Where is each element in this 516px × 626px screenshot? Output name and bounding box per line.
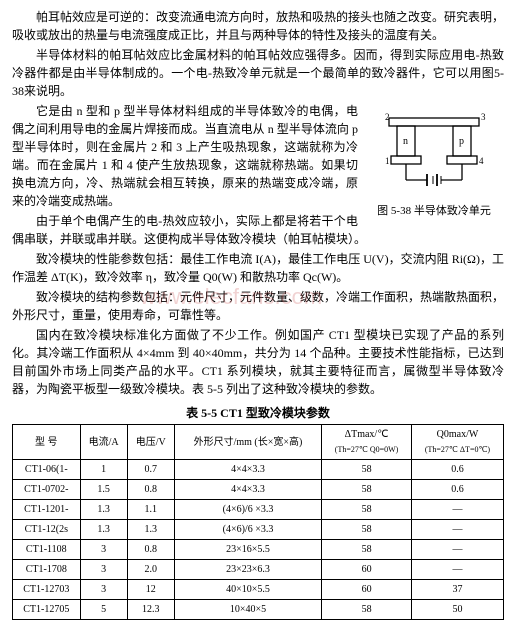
label-n: n	[403, 136, 408, 147]
paragraph-2: 半导体材料的帕耳帖效应比金属材料的帕耳帖效应强得多。因而，得到实际应用电-热致冷…	[12, 46, 504, 100]
label-p: p	[459, 136, 464, 147]
table-cell: 0.7	[127, 460, 174, 480]
table-cell: 4×4×3.3	[174, 460, 321, 480]
paragraph-7: 国内在致冷模块标准化方面做了不少工作。例如国产 CT1 型模块已实现了产品的系列…	[12, 326, 504, 398]
th-dt-main: ΔTmax/℃	[345, 429, 389, 440]
table-cell: 40×10×5.5	[174, 580, 321, 600]
table-cell: CT1-1108	[13, 540, 81, 560]
label-3: 3	[481, 112, 486, 122]
table-cell: 58	[322, 520, 412, 540]
table-cell: 3	[80, 580, 127, 600]
table-row: CT1-12(2s1.31.3(4×6)/6 ×3.358—	[13, 520, 504, 540]
table-cell: 10×40×5	[174, 600, 321, 620]
table-title: 表 5-5 CT1 型致冷模块参数	[12, 404, 504, 422]
table-cell: 12	[127, 580, 174, 600]
table-cell: 0.8	[127, 540, 174, 560]
table-row: CT1-1201-1.31.1(4×6)/6 ×3.358—	[13, 500, 504, 520]
table-cell: (4×6)/6 ×3.3	[174, 520, 321, 540]
th-dt-sub: (Th=27℃ Q0=0W)	[335, 445, 399, 454]
table-cell: 2.0	[127, 560, 174, 580]
table-row: CT1-06(1-10.74×4×3.3580.6	[13, 460, 504, 480]
table-cell: —	[411, 500, 503, 520]
table-cell: 37	[411, 580, 503, 600]
table-cell: 0.6	[411, 460, 503, 480]
label-4: 4	[479, 156, 484, 166]
th-model: 型 号	[13, 425, 81, 460]
parameter-table: 型 号 电流/A 电压/V 外形尺寸/mm (长×宽×高) ΔTmax/℃ (T…	[12, 424, 504, 620]
table-cell: CT1-0702-	[13, 480, 81, 500]
figure-5-38: 2 3 n p 1 4 图 5-38 半导体致冷单元	[364, 106, 504, 220]
table-cell: —	[411, 540, 503, 560]
table-cell: 1.3	[127, 520, 174, 540]
table-cell: 3	[80, 560, 127, 580]
text-with-figure: 2 3 n p 1 4 图 5-38 半导体致冷单元 它是	[12, 102, 504, 250]
th-voltage: 电压/V	[127, 425, 174, 460]
table-cell: 60	[322, 580, 412, 600]
figure-caption: 图 5-38 半导体致冷单元	[364, 203, 504, 220]
paragraph-5: 致冷模块的性能参数包括：最佳工作电流 I(A)，最佳工作电压 U(V)，交流内阻…	[12, 250, 504, 286]
table-cell: (4×6)/6 ×3.3	[174, 500, 321, 520]
table-cell: 5	[80, 600, 127, 620]
table-cell: CT1-12705	[13, 600, 81, 620]
table-cell: CT1-12703	[13, 580, 81, 600]
table-cell: 58	[322, 500, 412, 520]
table-cell: 1.5	[80, 480, 127, 500]
paragraph-1: 帕耳帖效应是可逆的：改变流通电流方向时，放热和吸热的接头也随之改变。研究表明，吸…	[12, 8, 504, 44]
table-cell: —	[411, 520, 503, 540]
table-cell: 3	[80, 540, 127, 560]
table-row: CT1-1270331240×10×5.56037	[13, 580, 504, 600]
table-header-row: 型 号 电流/A 电压/V 外形尺寸/mm (长×宽×高) ΔTmax/℃ (T…	[13, 425, 504, 460]
table-cell: 4×4×3.3	[174, 480, 321, 500]
page-body: 帕耳帖效应是可逆的：改变流通电流方向时，放热和吸热的接头也随之改变。研究表明，吸…	[12, 8, 504, 620]
th-dimensions: 外形尺寸/mm (长×宽×高)	[174, 425, 321, 460]
table-body: CT1-06(1-10.74×4×3.3580.6CT1-0702-1.50.8…	[13, 460, 504, 620]
table-row: CT1-12705512.310×40×55850	[13, 600, 504, 620]
table-cell: 58	[322, 460, 412, 480]
table-cell: 23×23×6.3	[174, 560, 321, 580]
table-cell: 1.1	[127, 500, 174, 520]
th-current: 电流/A	[80, 425, 127, 460]
th-q-main: Q0max/W	[437, 429, 479, 440]
label-2: 2	[385, 112, 390, 122]
table-cell: 58	[322, 600, 412, 620]
table-row: CT1-0702-1.50.84×4×3.3580.6	[13, 480, 504, 500]
table-cell: 50	[411, 600, 503, 620]
table-cell: 0.6	[411, 480, 503, 500]
table-cell: 1.3	[80, 520, 127, 540]
table-cell: CT1-06(1-	[13, 460, 81, 480]
table-cell: 58	[322, 540, 412, 560]
th-deltaTmax: ΔTmax/℃ (Th=27℃ Q0=0W)	[322, 425, 412, 460]
paragraph-6: 致冷模块的结构参数包括：元件尺寸，元件数量、级数，冷端工作面积，热端散热面积，外…	[12, 288, 504, 324]
table-cell: 12.3	[127, 600, 174, 620]
table-row: CT1-110830.823×16×5.558—	[13, 540, 504, 560]
table-cell: 1.3	[80, 500, 127, 520]
table-cell: 60	[322, 560, 412, 580]
label-1: 1	[385, 156, 390, 166]
th-Q0max: Q0max/W (Th=27℃ ΔT=0℃)	[411, 425, 503, 460]
peltier-unit-diagram: 2 3 n p 1 4	[369, 106, 499, 196]
table-cell: 23×16×5.5	[174, 540, 321, 560]
table-cell: CT1-12(2s	[13, 520, 81, 540]
table-cell: 58	[322, 480, 412, 500]
th-q-sub: (Th=27℃ ΔT=0℃)	[425, 445, 490, 454]
table-row: CT1-170832.023×23×6.360—	[13, 560, 504, 580]
table-cell: 1	[80, 460, 127, 480]
table-cell: CT1-1201-	[13, 500, 81, 520]
table-cell: 0.8	[127, 480, 174, 500]
table-cell: —	[411, 560, 503, 580]
table-cell: CT1-1708	[13, 560, 81, 580]
